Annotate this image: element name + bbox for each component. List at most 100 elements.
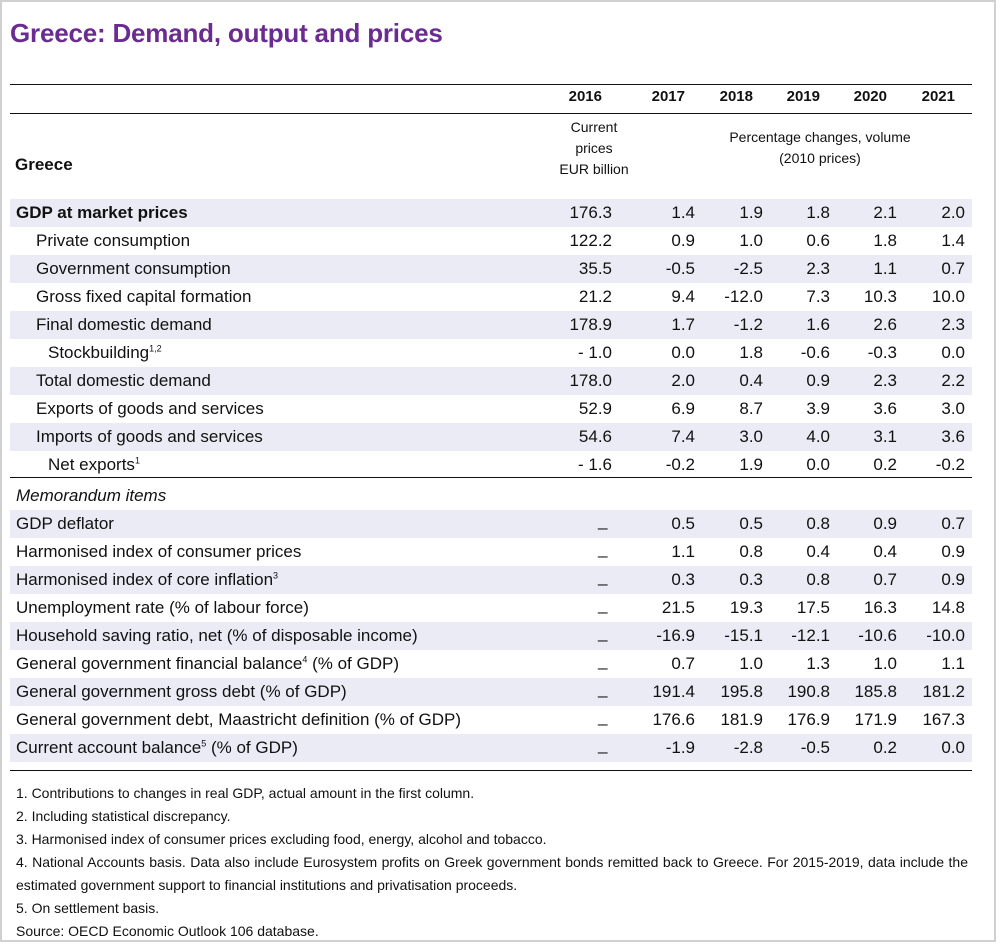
value-2017: 0.5: [671, 514, 695, 533]
table-row: Harmonised index of core inflation3 _ 0.3 0…: [10, 566, 972, 594]
row-label: GDP at market prices: [16, 203, 188, 223]
row-label: Private consumption: [36, 231, 190, 251]
table-row: Government consumption 35.5 -0.5 -2.5 2.3 1.1…: [10, 255, 972, 283]
value-2017: 0.0: [671, 343, 695, 362]
footnote: 4. National Accounts basis. Data also in…: [16, 854, 968, 893]
row-label: Imports of goods and services: [36, 427, 263, 447]
table-row: Household saving ratio, net (% of dispos…: [10, 622, 972, 650]
row-label-text: Unemployment rate (% of labour force): [16, 598, 309, 617]
row-label-text: Private consumption: [36, 231, 191, 250]
main-table-bottom-rule: [10, 477, 972, 478]
value-2018: -12.0: [724, 287, 763, 306]
value-2021: 3.0: [941, 399, 965, 418]
not-available-dash: _: [598, 735, 608, 754]
page-title: Greece: Demand, output and prices: [10, 18, 443, 48]
value-2017: 1.1: [671, 542, 695, 561]
value-2020: 185.8: [854, 682, 897, 701]
value-2019: -0.6: [800, 343, 830, 362]
footnote-marker: 4: [302, 654, 308, 665]
row-label-text: Final domestic demand: [36, 315, 212, 334]
value-2019: 0.4: [806, 542, 830, 561]
value-2018: -15.1: [724, 626, 763, 645]
table-row: Final domestic demand 178.9 1.7 -1.2 1.6 2.6 2…: [10, 311, 972, 339]
year-header-2017: 2017: [651, 88, 685, 105]
value-2018: 19.3: [729, 598, 763, 617]
footnote: 2. Including statistical discrepancy.: [16, 808, 231, 824]
table-row: General government debt, Maastricht defi…: [10, 706, 972, 734]
row-label-text: General government debt, Maastricht defi…: [16, 710, 462, 729]
row-label: General government financial balance4 (%…: [16, 654, 399, 674]
value-2016: 178.0: [569, 371, 612, 390]
footnote-marker: 5: [201, 738, 207, 749]
value-2021: 2.3: [941, 315, 965, 334]
not-available-dash: _: [598, 651, 608, 670]
value-2016: - 1.0: [577, 343, 612, 362]
value-2020: 0.7: [873, 570, 897, 589]
value-2021: 10.0: [931, 287, 965, 306]
value-2017: -0.5: [665, 259, 695, 278]
value-2019: 0.6: [806, 231, 830, 250]
value-2019: 2.3: [806, 259, 830, 278]
value-2020: 3.1: [873, 427, 897, 446]
table-row: General government gross debt (% of GDP)…: [10, 678, 972, 706]
value-2019: 1.3: [806, 654, 830, 673]
row-label-suffix: (% of GDP): [307, 654, 399, 673]
value-2016: - 1.6: [577, 455, 612, 474]
table-row: Stockbuilding1,2 - 1.0 0.0 1.8 -0.6 -0.3 0.0: [10, 339, 972, 367]
row-label: Government consumption: [36, 259, 231, 279]
table-row: Unemployment rate (% of labour force) _ 21…: [10, 594, 972, 622]
row-label: Final domestic demand: [36, 315, 212, 335]
value-2021: 0.7: [941, 514, 965, 533]
value-2016: 52.9: [578, 399, 612, 418]
row-label-text: Gross fixed capital formation: [36, 287, 252, 306]
row-label-text: Imports of goods and services: [36, 427, 263, 446]
value-2017: 0.9: [671, 231, 695, 250]
value-2016: 178.9: [569, 315, 612, 334]
value-2020: 10.3: [863, 287, 897, 306]
table-row: GDP at market prices 176.3 1.4 1.9 1.8 2.1 2.0: [10, 199, 972, 227]
footnotes: 1. Contributions to changes in real GDP,…: [16, 782, 976, 943]
row-label: Total domestic demand: [36, 371, 211, 391]
value-2021: 0.7: [941, 259, 965, 278]
value-2019: 176.9: [787, 710, 830, 729]
source-note: Source: OECD Economic Outlook 106 databa…: [16, 923, 319, 939]
value-2019: 3.9: [806, 399, 830, 418]
value-2020: 16.3: [863, 598, 897, 617]
value-2018: -2.5: [733, 259, 763, 278]
value-2018: 181.9: [720, 710, 763, 729]
not-available-dash: _: [598, 595, 608, 614]
value-2019: 4.0: [806, 427, 830, 446]
row-label: Current account balance5 (% of GDP): [16, 738, 298, 758]
row-label-text: Exports of goods and services: [36, 399, 264, 418]
units-percentage-changes: Percentage changes, volume (2010 prices): [680, 127, 960, 169]
value-2017: -16.9: [656, 626, 695, 645]
table-bottom-rule: [10, 770, 972, 771]
value-2018: 0.4: [739, 371, 763, 390]
row-label-text: Stockbuilding: [48, 343, 150, 362]
value-2018: -2.8: [733, 738, 763, 757]
value-2019: 0.8: [806, 570, 830, 589]
row-label: GDP deflator: [16, 514, 114, 534]
value-2020: -10.6: [858, 626, 897, 645]
value-2017: 1.4: [671, 203, 695, 222]
value-2016: 35.5: [578, 259, 612, 278]
header-top-rule: [10, 84, 972, 85]
row-label: Unemployment rate (% of labour force): [16, 598, 309, 618]
not-available-dash: _: [598, 539, 608, 558]
value-2021: 1.1: [941, 654, 965, 673]
value-2017: 0.3: [671, 570, 695, 589]
table-row: Exports of goods and services 52.9 6.9 8.7 3…: [10, 395, 972, 423]
units-current-prices: Current prices EUR billion: [540, 117, 648, 180]
year-header-2019: 2019: [786, 88, 820, 105]
value-2016: 176.3: [569, 203, 612, 222]
year-header-2016: 2016: [568, 88, 602, 105]
table-row: Private consumption 122.2 0.9 1.0 0.6 1.8 1.4: [10, 227, 972, 255]
row-label-text: GDP deflator: [16, 514, 114, 533]
units-current-line: Current: [570, 119, 618, 135]
value-2019: -12.1: [791, 626, 830, 645]
value-2018: 195.8: [720, 682, 763, 701]
value-2019: 190.8: [787, 682, 830, 701]
value-2018: 1.8: [739, 343, 763, 362]
value-2018: 1.9: [739, 203, 763, 222]
